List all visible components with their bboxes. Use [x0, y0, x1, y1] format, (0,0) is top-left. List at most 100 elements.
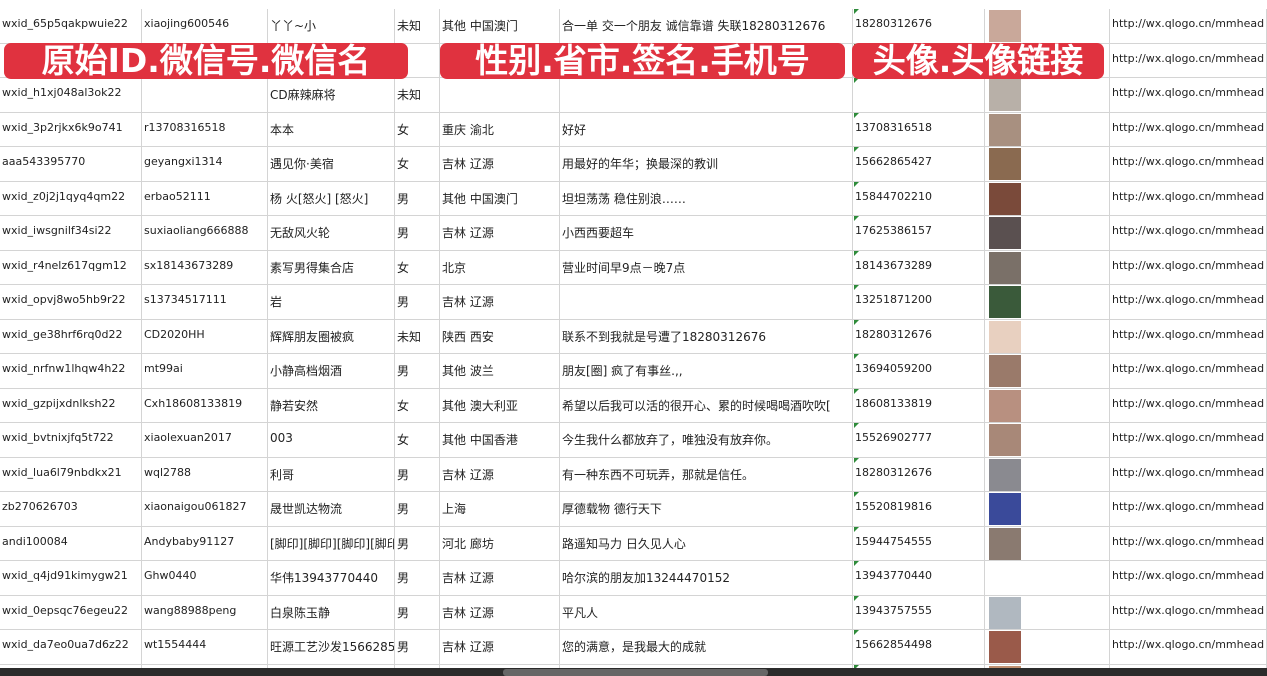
- cell-id[interactable]: wxid_ge38hrf6rq0d22: [0, 319, 142, 353]
- cell-name[interactable]: 003: [268, 423, 395, 457]
- cell-region[interactable]: 河北 廊坊: [440, 526, 560, 560]
- cell-phone[interactable]: 13708316518: [853, 112, 985, 146]
- cell-region[interactable]: 吉林 辽源: [440, 147, 560, 181]
- cell-sign[interactable]: 朋友[圈] 疯了有事丝.,,: [560, 354, 853, 388]
- cell-region[interactable]: [440, 664, 560, 668]
- cell-id[interactable]: wxid_q4jd91kimygw21: [0, 561, 142, 595]
- cell-region[interactable]: 吉林 辽源: [440, 457, 560, 491]
- cell-wx[interactable]: wt1554444: [142, 630, 268, 664]
- horizontal-scrollbar[interactable]: [503, 669, 768, 676]
- cell-wx[interactable]: s13734517111: [142, 285, 268, 319]
- cell-sign[interactable]: 有一种东西不可玩弄，那就是信任。: [560, 457, 853, 491]
- cell-phone[interactable]: 13943757555: [853, 595, 985, 629]
- cell-id[interactable]: wxid_nrfnw1lhqw4h22: [0, 354, 142, 388]
- cell-sign[interactable]: 哈尔滨的朋友加13244470152: [560, 561, 853, 595]
- cell-link[interactable]: http://wx.qlogo.cn/mmhead: [1110, 595, 1267, 629]
- cell-phone[interactable]: 15944754555: [853, 526, 985, 560]
- cell-avatar[interactable]: [985, 526, 1110, 560]
- cell-sex[interactable]: 女: [395, 388, 440, 422]
- cell-phone[interactable]: 15662865427: [853, 147, 985, 181]
- cell-avatar[interactable]: [985, 78, 1110, 112]
- cell-link[interactable]: http://wx.qlogo.cn/mmhead: [1110, 9, 1267, 43]
- cell-name[interactable]: 晟世凯达物流: [268, 492, 395, 526]
- cell-wx[interactable]: sx18143673289: [142, 250, 268, 284]
- cell-avatar[interactable]: [985, 492, 1110, 526]
- cell-wx[interactable]: r13708316518: [142, 112, 268, 146]
- cell-avatar[interactable]: [985, 595, 1110, 629]
- cell-avatar[interactable]: [985, 216, 1110, 250]
- cell-name[interactable]: 利哥: [268, 457, 395, 491]
- cell-sign[interactable]: 用最好的年华；换最深的教训: [560, 147, 853, 181]
- cell-wx[interactable]: [142, 664, 268, 668]
- cell-region[interactable]: 吉林 辽源: [440, 630, 560, 664]
- cell-id[interactable]: wxid_65p5qakpwuie22: [0, 9, 142, 43]
- cell-id[interactable]: wxid_lua6l79nbdkx21: [0, 457, 142, 491]
- cell-id[interactable]: wxid_z0j2j1qyq4qm22: [0, 181, 142, 215]
- cell-link[interactable]: http://wx.qlogo.cn/mmhead: [1110, 216, 1267, 250]
- cell-sign[interactable]: [560, 664, 853, 668]
- cell-region[interactable]: 其他 澳大利亚: [440, 388, 560, 422]
- cell-phone[interactable]: 13943770440: [853, 561, 985, 595]
- cell-region[interactable]: 吉林 辽源: [440, 285, 560, 319]
- cell-sex[interactable]: 女: [395, 147, 440, 181]
- cell-name[interactable]: 华伟13943770440: [268, 561, 395, 595]
- cell-id[interactable]: wxid_r4nelz617qgm12: [0, 250, 142, 284]
- cell-sex[interactable]: 男: [395, 216, 440, 250]
- cell-phone[interactable]: 15520819816: [853, 492, 985, 526]
- cell-region[interactable]: 吉林 辽源: [440, 561, 560, 595]
- cell-region[interactable]: 其他 中国澳门: [440, 9, 560, 43]
- cell-link[interactable]: http://wx.qlogo.cn/mmhead: [1110, 526, 1267, 560]
- cell-region[interactable]: 上海: [440, 492, 560, 526]
- cell-sign[interactable]: 合一单 交一个朋友 诚信靠谱 失联18280312676: [560, 9, 853, 43]
- cell-sign[interactable]: 好好: [560, 112, 853, 146]
- cell-name[interactable]: 小静高档烟酒: [268, 354, 395, 388]
- cell-link[interactable]: http://wx.qlogo.cn/mmhead: [1110, 561, 1267, 595]
- cell-sign[interactable]: 今生我什么都放弃了，唯独没有放弃你。: [560, 423, 853, 457]
- cell-phone[interactable]: 15526902777: [853, 423, 985, 457]
- cell-sign[interactable]: [560, 285, 853, 319]
- cell-sex[interactable]: 男: [395, 457, 440, 491]
- cell-name[interactable]: 杨 火[怒火] [怒火]: [268, 181, 395, 215]
- cell-link[interactable]: http://wx.qlogo.cn/mmhead: [1110, 492, 1267, 526]
- cell-avatar[interactable]: [985, 630, 1110, 664]
- cell-id[interactable]: wxid_opvj8wo5hb9r22: [0, 285, 142, 319]
- cell-sign[interactable]: 联系不到我就是号遭了18280312676: [560, 319, 853, 353]
- cell-wx[interactable]: suxiaoliang666888: [142, 216, 268, 250]
- cell-sex[interactable]: 女: [395, 112, 440, 146]
- cell-id[interactable]: zb270626703: [0, 492, 142, 526]
- cell-phone[interactable]: [853, 664, 985, 668]
- cell-phone[interactable]: 18280312676: [853, 457, 985, 491]
- cell-wx[interactable]: CD2020HH: [142, 319, 268, 353]
- cell-phone[interactable]: 15844702210: [853, 181, 985, 215]
- cell-name[interactable]: [脚印][脚印][脚印][脚印]: [268, 526, 395, 560]
- cell-link[interactable]: http://wx.qlogo.cn/mmhead: [1110, 630, 1267, 664]
- cell-sign[interactable]: 厚德载物 德行天下: [560, 492, 853, 526]
- cell-avatar[interactable]: [985, 9, 1110, 43]
- cell-id[interactable]: wxid_3p2rjkx6k9o741: [0, 112, 142, 146]
- cell-region[interactable]: 重庆 渝北: [440, 112, 560, 146]
- cell-avatar[interactable]: [985, 147, 1110, 181]
- cell-sex[interactable]: 男: [395, 630, 440, 664]
- cell-name[interactable]: [268, 664, 395, 668]
- cell-sex[interactable]: 未知: [395, 319, 440, 353]
- cell-link[interactable]: http://wx.qlogo.cn/mmhead: [1110, 78, 1267, 112]
- cell-region[interactable]: 其他 中国香港: [440, 423, 560, 457]
- cell-sex[interactable]: [395, 43, 440, 77]
- cell-phone[interactable]: 17625386157: [853, 216, 985, 250]
- cell-wx[interactable]: [142, 78, 268, 112]
- cell-wx[interactable]: xiaojing600546: [142, 9, 268, 43]
- cell-avatar[interactable]: [985, 561, 1110, 595]
- cell-name[interactable]: 本本: [268, 112, 395, 146]
- cell-wx[interactable]: geyangxi1314: [142, 147, 268, 181]
- cell-sex[interactable]: [395, 664, 440, 668]
- cell-avatar[interactable]: [985, 388, 1110, 422]
- cell-sign[interactable]: 您的满意，是我最大的成就: [560, 630, 853, 664]
- cell-name[interactable]: 素写男得集合店: [268, 250, 395, 284]
- cell-region[interactable]: [440, 78, 560, 112]
- cell-phone[interactable]: 18143673289: [853, 250, 985, 284]
- cell-name[interactable]: 岩: [268, 285, 395, 319]
- cell-sex[interactable]: 男: [395, 595, 440, 629]
- cell-sex[interactable]: 男: [395, 561, 440, 595]
- cell-sex[interactable]: 男: [395, 181, 440, 215]
- cell-sign[interactable]: 小西西要超车: [560, 216, 853, 250]
